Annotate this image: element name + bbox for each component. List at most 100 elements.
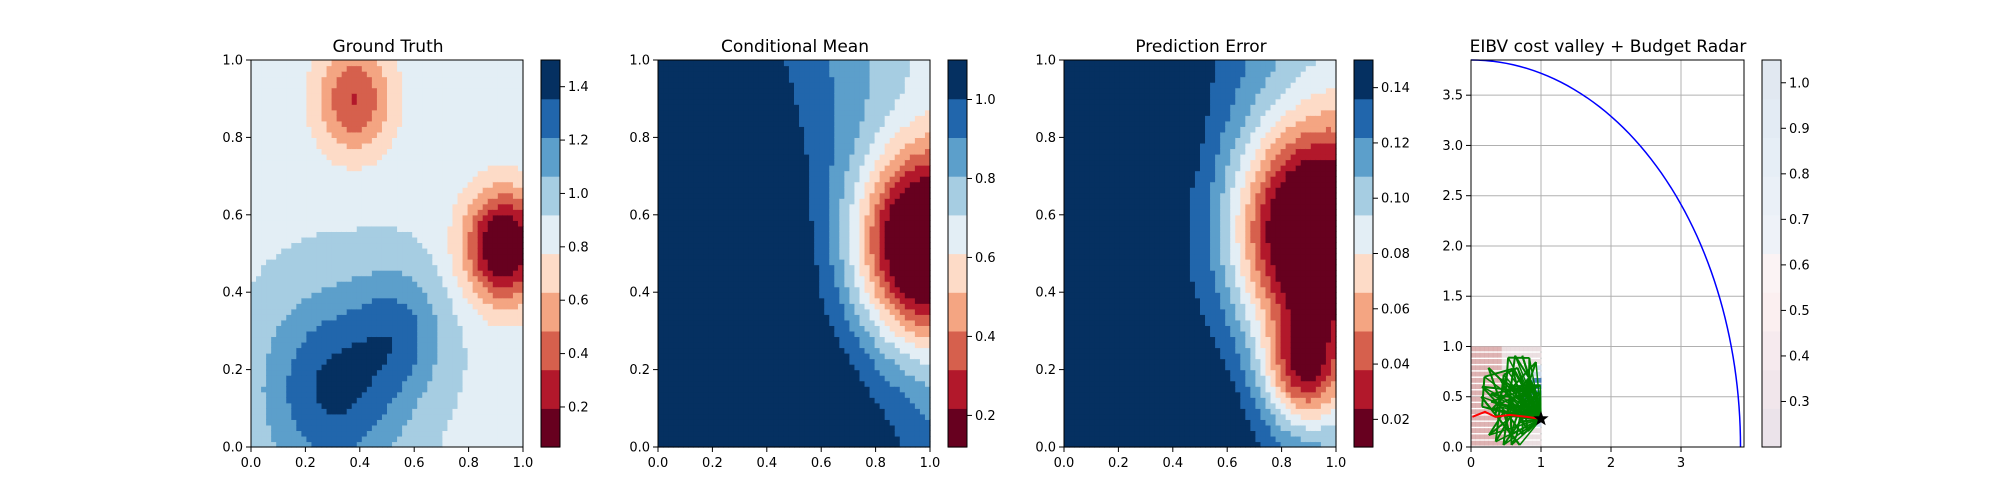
heatmap-cell — [251, 270, 257, 277]
heatmap-cell — [683, 142, 689, 150]
heatmap-cell — [683, 314, 689, 321]
heatmap-cell — [673, 176, 679, 183]
heatmap-cell — [281, 120, 287, 127]
heatmap-cell — [487, 247, 494, 255]
heatmap-cell — [387, 242, 393, 249]
heatmap-cell — [251, 98, 257, 105]
heatmap-cell — [658, 275, 664, 282]
heatmap-cell — [482, 341, 489, 349]
heatmap-cell — [341, 220, 348, 227]
heatmap-cell — [477, 391, 484, 398]
heatmap-cell — [397, 181, 403, 188]
heatmap-cell — [256, 259, 262, 266]
heatmap-cell — [356, 203, 363, 210]
heatmap-cell — [678, 220, 684, 227]
heatmap-cell — [281, 259, 287, 266]
heatmap-cell — [402, 109, 408, 116]
heatmap-cell — [381, 430, 388, 437]
heatmap-cell — [311, 330, 318, 338]
heatmap-cell — [331, 259, 338, 266]
heatmap-cell — [336, 402, 343, 409]
heatmap-cell — [482, 270, 489, 277]
heatmap-cell — [512, 181, 519, 188]
heatmap-cell — [261, 314, 267, 321]
heatmap-cell — [376, 65, 383, 72]
heatmap-cell — [316, 225, 323, 232]
heatmap-cell — [723, 220, 730, 227]
heatmap-cell — [376, 71, 383, 78]
heatmap-cell — [437, 148, 444, 155]
heatmap-cell — [346, 71, 353, 78]
heatmap-cell — [271, 176, 277, 183]
heatmap-cell — [366, 391, 373, 398]
heatmap-cell — [517, 402, 524, 409]
heatmap-cell — [407, 270, 413, 277]
heatmap-cell — [381, 115, 388, 122]
heatmap-cell — [371, 303, 378, 310]
heatmap-cell — [723, 253, 730, 260]
heatmap-cell — [422, 369, 428, 376]
heatmap-cell — [321, 386, 328, 393]
heatmap-cell — [437, 391, 444, 398]
heatmap-cell — [311, 397, 318, 404]
heatmap-cell — [381, 220, 388, 227]
heatmap-cell — [381, 65, 388, 72]
heatmap-cell — [487, 192, 494, 199]
heatmap-cell — [321, 209, 328, 216]
heatmap-cell — [331, 380, 338, 387]
heatmap-cell — [487, 347, 494, 354]
heatmap-cell — [286, 142, 292, 150]
heatmap-cell — [346, 281, 353, 288]
heatmap-cell — [452, 358, 459, 365]
heatmap-cell — [733, 109, 740, 116]
heatmap-cell — [356, 170, 363, 177]
heatmap-cell — [658, 369, 664, 376]
heatmap-cell — [427, 386, 433, 393]
heatmap-cell — [336, 297, 343, 304]
heatmap-cell — [728, 402, 735, 409]
heatmap-cell — [311, 153, 318, 161]
heatmap-cell — [728, 397, 735, 404]
heatmap-cell — [688, 203, 694, 210]
heatmap-cell — [497, 424, 504, 432]
heatmap-cell — [718, 259, 725, 266]
heatmap-cell — [452, 82, 459, 89]
heatmap-cell — [402, 153, 408, 161]
heatmap-cell — [346, 148, 353, 155]
heatmap-cell — [432, 336, 438, 343]
heatmap-cell — [457, 336, 464, 343]
heatmap-cell — [678, 402, 684, 409]
heatmap-cell — [738, 353, 745, 360]
heatmap-cell — [381, 60, 388, 67]
heatmap-cell — [472, 247, 479, 255]
heatmap-cell — [492, 430, 499, 437]
heatmap-cell — [723, 424, 730, 432]
heatmap-cell — [271, 325, 277, 332]
heatmap-cell — [703, 76, 709, 83]
heatmap-cell — [507, 203, 514, 210]
heatmap-cell — [703, 93, 709, 100]
heatmap-cell — [281, 153, 287, 161]
heatmap-cell — [718, 76, 725, 83]
heatmap-cell — [673, 220, 679, 227]
heatmap-cell — [427, 231, 433, 238]
heatmap-cell — [256, 435, 262, 443]
heatmap-cell — [497, 430, 504, 437]
heatmap-cell — [517, 297, 524, 304]
heatmap-cell — [261, 353, 267, 360]
heatmap-cell — [723, 441, 730, 448]
heatmap-cell — [376, 181, 383, 188]
heatmap-cell — [366, 397, 373, 404]
heatmap-cell — [492, 259, 499, 266]
heatmap-cell — [502, 264, 509, 271]
heatmap-cell — [286, 336, 292, 343]
heatmap-cell — [326, 358, 333, 365]
heatmap-cell — [306, 198, 313, 205]
heatmap-cell — [296, 137, 302, 144]
heatmap-cell — [477, 148, 484, 155]
heatmap-cell — [482, 264, 489, 271]
heatmap-cell — [361, 402, 368, 409]
heatmap-cell — [447, 131, 454, 138]
heatmap-cell — [693, 109, 699, 116]
heatmap-cell — [482, 192, 489, 199]
